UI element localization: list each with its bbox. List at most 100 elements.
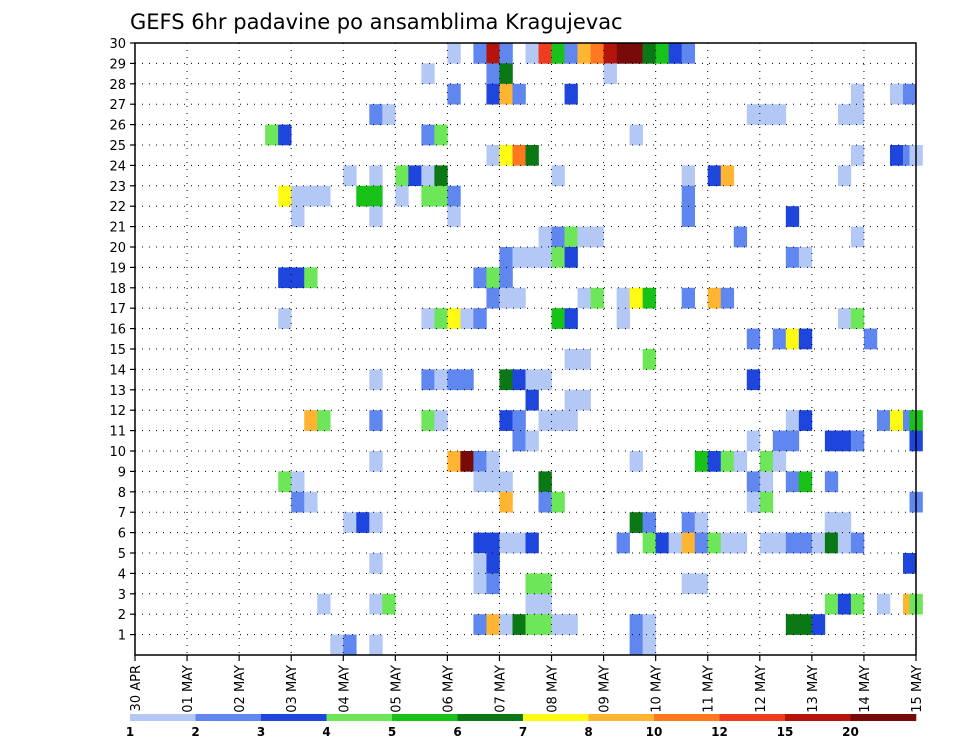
precip-cell (720, 451, 735, 472)
precip-cell (837, 532, 852, 554)
precip-cell (473, 267, 487, 289)
precip-cell (850, 308, 865, 329)
colorbar-label: 5 (388, 725, 396, 739)
precip-cell (837, 593, 852, 615)
precip-cell (356, 512, 370, 533)
precip-cell (499, 491, 513, 513)
precip-cell (577, 226, 591, 248)
precip-cell (499, 145, 513, 166)
precip-cell (785, 471, 800, 493)
precip-cell (850, 104, 865, 125)
precip-cell (421, 308, 435, 329)
x-tick-label: 11 MAY (702, 665, 717, 713)
y-tick-label: 2 (118, 608, 126, 623)
x-tick-label: 30 APR (129, 665, 144, 711)
precip-cell (499, 369, 513, 391)
precip-cell (486, 471, 500, 493)
precip-cell (434, 185, 448, 207)
precip-cell (564, 83, 578, 105)
precip-cell (850, 145, 865, 166)
precip-cell (512, 145, 526, 166)
precip-cell (837, 512, 852, 533)
precip-cell (603, 63, 617, 85)
precip-cell (746, 328, 761, 350)
precip-cell (642, 287, 656, 309)
precip-cell (876, 593, 891, 615)
precip-cell (616, 287, 630, 309)
precip-cell (577, 287, 591, 309)
precip-cell (707, 451, 722, 472)
precip-cell (551, 491, 565, 513)
precip-cell (863, 328, 878, 350)
precip-cell (798, 247, 813, 268)
precip-cell (759, 451, 774, 472)
precip-cell (746, 491, 761, 513)
precip-cell (785, 614, 800, 635)
colorbar-swatch (588, 714, 655, 721)
precip-cell (369, 553, 383, 574)
precip-cell (629, 43, 643, 64)
precip-cell (317, 185, 331, 207)
precip-cell (291, 267, 305, 289)
precip-cell (733, 451, 748, 472)
precip-cell (564, 226, 578, 248)
colorbar-swatch (654, 714, 720, 721)
precip-cell (512, 247, 526, 268)
precip-cell (772, 104, 787, 125)
colorbar-label: 15 (777, 725, 794, 739)
precip-cell (499, 63, 513, 85)
precip-cell (564, 247, 578, 268)
precip-cell (434, 165, 448, 187)
colorbar: 1 2 3 4 5 6 7 8 10 12 15 20 (126, 714, 917, 739)
precip-cell (421, 124, 435, 146)
precip-cell (616, 43, 630, 64)
precip-cell (525, 369, 539, 391)
precip-cell (434, 369, 448, 391)
y-tick-label: 27 (109, 98, 126, 113)
y-tick-label: 25 (109, 139, 126, 154)
y-tick-label: 5 (118, 547, 126, 562)
precip-cell (902, 553, 917, 574)
y-tick-label: 1 (118, 629, 126, 644)
colorbar-swatch (326, 714, 393, 721)
precip-cell (343, 634, 357, 656)
precip-cell (499, 287, 513, 309)
precip-cell (681, 573, 696, 595)
precip-cell (551, 226, 565, 248)
precip-cell (837, 308, 852, 329)
precip-cell (421, 410, 435, 431)
precip-cell (486, 83, 500, 105)
precip-cell (460, 451, 474, 472)
precip-cell (538, 491, 552, 513)
precip-cell (733, 226, 748, 248)
precip-cell (668, 43, 682, 64)
precip-cell (772, 451, 787, 472)
x-tick-label: 14 MAY (858, 665, 873, 713)
precip-cell (499, 614, 513, 635)
precip-cell (512, 614, 526, 635)
precip-cell (525, 593, 539, 615)
precip-cell (746, 369, 761, 391)
precip-cell (447, 308, 461, 329)
precip-cell (798, 410, 813, 431)
x-tick-label: 04 MAY (337, 665, 352, 713)
x-tick-label: 15 MAY (910, 665, 925, 713)
precip-cell (278, 124, 292, 146)
y-tick-label: 18 (109, 282, 126, 297)
precip-cell (382, 593, 396, 615)
colorbar-label: 8 (584, 725, 592, 739)
precip-cell (551, 308, 565, 329)
y-tick-label: 3 (118, 588, 126, 603)
precip-cell (564, 349, 578, 370)
colorbar-label: 6 (453, 725, 461, 739)
precip-cell (746, 104, 761, 125)
precip-cell (382, 104, 396, 125)
y-tick-label: 15 (109, 343, 126, 358)
precip-cell (473, 614, 487, 635)
colorbar-label: 10 (646, 725, 663, 739)
precip-cell (434, 410, 448, 431)
precip-cell (538, 369, 552, 391)
colorbar-swatch (785, 714, 851, 721)
precip-cell (629, 512, 643, 533)
precip-cell (655, 43, 669, 64)
